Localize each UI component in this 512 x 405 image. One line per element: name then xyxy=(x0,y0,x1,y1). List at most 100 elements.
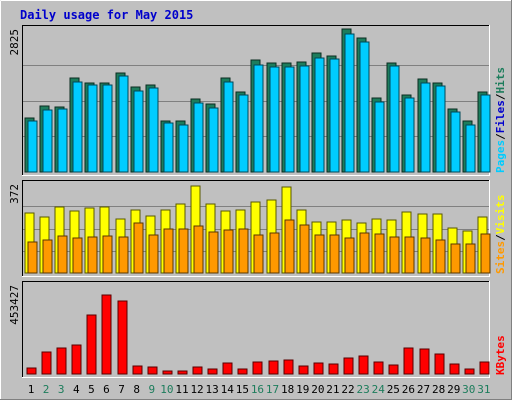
x-tick-label: 12 xyxy=(190,383,203,396)
panel-2: 372 Sites/Visits xyxy=(8,180,507,277)
kbytes-bar xyxy=(207,368,218,375)
sites-bar xyxy=(344,237,355,274)
sites-bar xyxy=(374,233,385,274)
kbytes-bar xyxy=(479,361,490,375)
kbytes-bar xyxy=(298,365,309,375)
sites-bar xyxy=(57,235,68,274)
legend: Sites/Visits xyxy=(494,195,507,275)
files-bar xyxy=(344,33,355,173)
panels-group: 2825Pages/Files/Hits372Sites/Visits45342… xyxy=(8,25,507,378)
legend-item-4: / xyxy=(494,93,507,100)
x-tick-label: 30 xyxy=(462,383,475,396)
kbytes-bar xyxy=(41,351,52,375)
x-tick-label: 27 xyxy=(417,383,430,396)
sites-bar xyxy=(148,234,159,274)
x-tick-label: 20 xyxy=(311,383,324,396)
files-bar xyxy=(42,109,53,173)
files-bar xyxy=(269,66,280,173)
sites-bar xyxy=(178,228,189,274)
sites-bar xyxy=(389,236,400,274)
y-max-label: 453427 xyxy=(8,285,21,325)
sites-bar xyxy=(223,229,234,274)
kbytes-bar xyxy=(101,294,112,375)
kbytes-bar xyxy=(419,348,430,375)
kbytes-bar xyxy=(328,363,339,375)
files-bar xyxy=(72,81,83,173)
x-tick-label: 29 xyxy=(447,383,460,396)
kbytes-bar xyxy=(26,367,37,375)
sites-bar xyxy=(435,239,446,274)
files-bar xyxy=(87,84,98,173)
kbytes-bar xyxy=(358,355,369,375)
kbytes-bar xyxy=(252,361,263,375)
chart-title: Daily usage for May 2015 xyxy=(20,8,193,22)
files-bar xyxy=(208,107,219,173)
x-tick-label: 7 xyxy=(118,383,125,396)
x-tick-label: 19 xyxy=(296,383,309,396)
x-tick-label: 24 xyxy=(372,383,386,396)
sites-bar xyxy=(87,236,98,274)
x-tick-label: 4 xyxy=(73,383,80,396)
sites-bar xyxy=(404,236,415,274)
sites-bar xyxy=(359,232,370,274)
x-tick-label: 14 xyxy=(221,383,235,396)
legend-item-3: Files xyxy=(494,100,507,133)
x-tick-label: 31 xyxy=(477,383,490,396)
kbytes-bar xyxy=(56,347,67,375)
x-tick-label: 1 xyxy=(28,383,35,396)
x-tick-label: 21 xyxy=(326,383,339,396)
files-bar xyxy=(118,75,129,173)
sites-bar xyxy=(465,243,476,274)
sites-bar xyxy=(27,241,38,274)
files-bar xyxy=(238,94,249,173)
x-tick-label: 2 xyxy=(43,383,50,396)
x-tick-label: 3 xyxy=(58,383,65,396)
sites-bar xyxy=(253,234,264,274)
sites-bar xyxy=(193,225,204,274)
x-tick-label: 16 xyxy=(251,383,264,396)
files-bar xyxy=(389,65,400,173)
sites-bar xyxy=(163,228,174,274)
sites-bar xyxy=(72,237,83,274)
files-bar xyxy=(284,66,295,173)
x-tick-label: 6 xyxy=(103,383,110,396)
sites-bar xyxy=(269,232,280,274)
x-tick-label: 8 xyxy=(133,383,140,396)
kbytes-bar xyxy=(117,300,128,375)
files-bar xyxy=(465,124,476,173)
files-bar xyxy=(193,102,204,173)
kbytes-bar xyxy=(268,360,279,375)
sites-bar xyxy=(42,239,53,274)
y-max-label: 2825 xyxy=(8,29,21,56)
sites-bar xyxy=(118,236,129,274)
legend: KBytes xyxy=(494,335,507,375)
files-bar xyxy=(223,81,234,173)
sites-bar xyxy=(208,231,219,274)
files-bar xyxy=(133,90,144,173)
kbytes-bar xyxy=(71,344,82,375)
kbytes-bar xyxy=(147,366,158,375)
files-bar xyxy=(299,65,310,173)
sites-bar xyxy=(420,237,431,274)
legend-item-2: / xyxy=(494,133,507,140)
legend-item-1: Pages xyxy=(494,140,507,173)
kbytes-bar xyxy=(403,347,414,375)
x-tick-label: 5 xyxy=(88,383,95,396)
files-bar xyxy=(27,120,38,173)
x-tick-label: 22 xyxy=(341,383,354,396)
files-bar xyxy=(480,94,491,173)
y-max-label: 372 xyxy=(8,184,21,204)
kbytes-bar xyxy=(313,362,324,375)
sites-bar xyxy=(329,234,340,274)
kbytes-bar xyxy=(388,364,399,375)
kbytes-bar xyxy=(162,370,173,375)
x-tick-label: 25 xyxy=(387,383,400,396)
x-tick-label: 23 xyxy=(357,383,370,396)
x-tick-label: 15 xyxy=(236,383,249,396)
x-tick-label: 10 xyxy=(160,383,173,396)
sites-bar xyxy=(314,234,325,274)
sites-bar xyxy=(450,243,461,274)
kbytes-bar xyxy=(449,363,460,375)
